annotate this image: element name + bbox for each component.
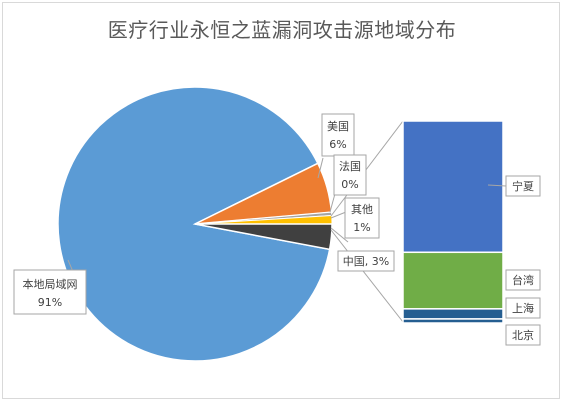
label-other-pct: 1% bbox=[353, 221, 370, 234]
label-china: 中国, 3% bbox=[343, 255, 389, 268]
label-box-taiwan bbox=[505, 269, 541, 291]
label-usa-name: 美国 bbox=[327, 120, 349, 133]
chart-title: 医疗行业永恒之蓝漏洞攻击源地域分布 bbox=[107, 18, 457, 42]
bar-shanghai bbox=[402, 308, 504, 320]
connector-bottom bbox=[330, 229, 404, 323]
leader-ningxia bbox=[487, 184, 507, 187]
leader-other bbox=[330, 211, 347, 219]
label-box-ningxia bbox=[505, 175, 541, 197]
leader-usa bbox=[317, 157, 324, 179]
label-france-name: 法国 bbox=[339, 159, 361, 173]
leader-china bbox=[330, 227, 349, 243]
label-other-name: 其他 bbox=[351, 203, 373, 216]
label-local-pct: 91% bbox=[38, 296, 62, 309]
connector-top bbox=[330, 120, 404, 217]
label-ningxia: 宁夏 bbox=[512, 179, 534, 193]
bar-ningxia bbox=[402, 120, 504, 254]
label-box-other bbox=[344, 197, 380, 239]
label-usa-pct: 6% bbox=[329, 138, 346, 151]
label-france-pct: 0% bbox=[341, 178, 358, 191]
label-box-shanghai bbox=[505, 297, 541, 319]
label-local-name: 本地局域网 bbox=[23, 277, 78, 291]
label-box-local bbox=[13, 269, 87, 315]
label-box-france bbox=[333, 154, 367, 196]
label-beijing: 北京 bbox=[512, 328, 534, 342]
bar-beijing bbox=[402, 318, 504, 324]
slice-china bbox=[194, 223, 333, 251]
slice-local bbox=[57, 86, 331, 362]
label-box-beijing bbox=[505, 324, 541, 346]
label-box-china bbox=[337, 250, 395, 272]
label-shanghai: 上海 bbox=[512, 301, 534, 315]
label-taiwan: 台湾 bbox=[512, 273, 534, 287]
bar-taiwan bbox=[402, 251, 504, 310]
